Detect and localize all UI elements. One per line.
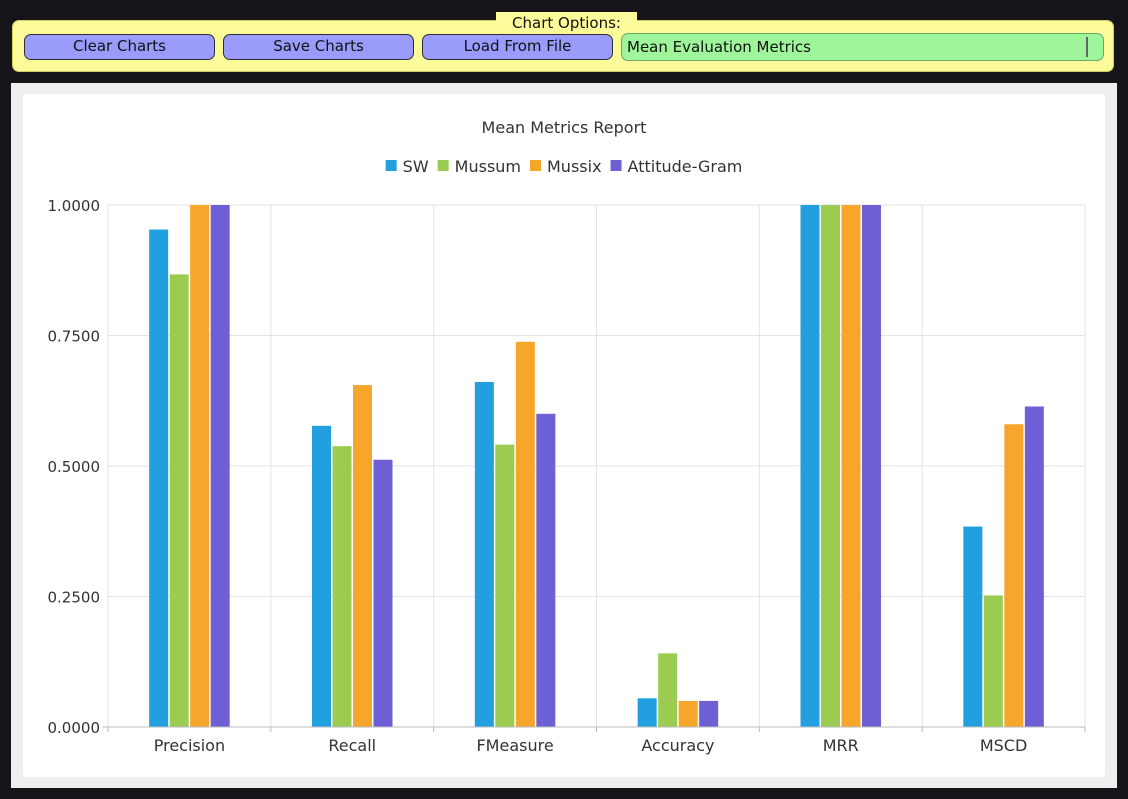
x-tick-label: FMeasure [476, 736, 553, 755]
legend-swatch [530, 160, 541, 171]
axes: 0.0000 0.2500 0.5000 0.7500 1.0000 Precision R… [48, 197, 1086, 755]
bar-attitude-gram-recall [373, 459, 393, 727]
x-tick-label: MRR [823, 736, 859, 755]
grid [107, 204, 1086, 728]
y-tick-label: 0.2500 [48, 589, 101, 607]
bar-sw-mrr [800, 205, 820, 727]
bar-mussix-recall [353, 385, 372, 727]
legend-item[interactable]: Mussum [437, 157, 521, 176]
legend-label: SW [403, 157, 429, 176]
bar-attitude-gram-fmeasure [536, 413, 556, 727]
x-tick-label: MSCD [980, 736, 1027, 755]
legend-item[interactable]: Attitude-Gram [610, 157, 743, 176]
legend-item[interactable]: SW [385, 157, 429, 176]
save-charts-button[interactable]: Save Charts [223, 34, 414, 60]
chart-type-select-value: Mean Evaluation Metrics [627, 38, 811, 56]
legend-label: Mussix [547, 157, 602, 176]
legend-swatch [610, 160, 622, 171]
bar-mussix-mrr [841, 205, 861, 727]
bar-mussum-precision [169, 274, 189, 727]
clear-charts-button[interactable]: Clear Charts [24, 34, 215, 60]
x-tick-label: Accuracy [641, 736, 714, 755]
x-tick-label: Recall [328, 736, 376, 755]
y-tick-label: 0.0000 [48, 719, 101, 737]
bar-mussix-precision [190, 205, 210, 727]
bar-mussix-accuracy [678, 700, 698, 727]
bar-mussix-fmeasure [515, 341, 535, 727]
chart-options-title: Chart Options: [496, 12, 637, 34]
load-from-file-button[interactable]: Load From File [422, 34, 613, 60]
bar-mussum-recall [332, 446, 352, 727]
x-tick-label: Precision [154, 736, 225, 755]
legend-swatch [437, 160, 449, 171]
bar-sw-precision [149, 229, 169, 727]
legend: SW Mussum Mussix Attitude-Gram [385, 157, 743, 176]
legend-label: Attitude-Gram [628, 157, 743, 176]
bar-attitude-gram-mscd [1024, 406, 1044, 727]
bar-sw-recall [312, 425, 331, 727]
bar-mussum-fmeasure [495, 444, 515, 727]
y-tick-label: 1.0000 [48, 197, 101, 215]
bar-attitude-gram-accuracy [699, 700, 719, 727]
bar-attitude-gram-mrr [862, 205, 881, 727]
bar-mussum-mscd [983, 595, 1003, 727]
bars [149, 205, 1044, 727]
bar-mussum-accuracy [658, 653, 678, 727]
legend-swatch [385, 160, 397, 171]
y-tick-label: 0.7500 [48, 328, 101, 346]
dropdown-separator [1086, 37, 1088, 57]
legend-label: Mussum [455, 157, 521, 176]
bar-attitude-gram-precision [210, 205, 230, 727]
bar-mussix-mscd [1004, 424, 1024, 727]
bar-sw-accuracy [637, 698, 657, 727]
bar-sw-mscd [963, 526, 983, 727]
y-tick-label: 0.5000 [48, 458, 101, 476]
bar-sw-fmeasure [474, 381, 494, 727]
chart-title: Mean Metrics Report [482, 118, 647, 137]
chart-type-select[interactable]: Mean Evaluation Metrics [621, 33, 1104, 61]
legend-item[interactable]: Mussix [530, 157, 602, 176]
bar-mussum-mrr [821, 205, 840, 727]
